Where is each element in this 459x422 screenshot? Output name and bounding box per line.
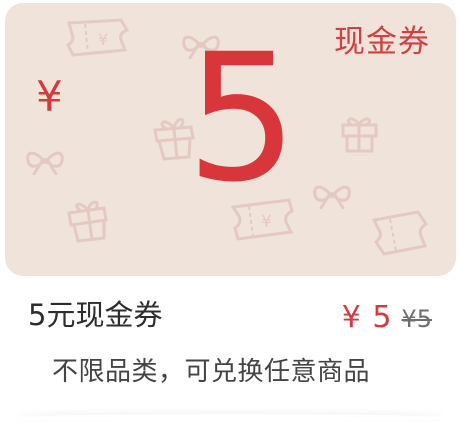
price-row: ¥ 5 ¥5 bbox=[342, 303, 432, 333]
bow-icon bbox=[26, 151, 64, 175]
currency-symbol: ¥ bbox=[36, 72, 63, 121]
card-bottom-shadow bbox=[14, 414, 445, 422]
svg-text:¥: ¥ bbox=[261, 212, 272, 232]
gift-icon bbox=[341, 117, 378, 153]
coupon-description: 不限品类，可兑换任意商品 bbox=[52, 357, 371, 387]
current-price: ¥ 5 bbox=[341, 300, 393, 335]
gift-icon bbox=[67, 200, 108, 243]
svg-text:¥: ¥ bbox=[98, 30, 108, 49]
coupon-amount: 5 bbox=[186, 16, 298, 221]
bow-icon bbox=[313, 185, 351, 209]
ticket-icon bbox=[371, 210, 429, 256]
bow-icon bbox=[182, 35, 220, 59]
ticket-icon: ¥ bbox=[66, 18, 130, 57]
gift-icon bbox=[153, 117, 195, 161]
coupon-type-label: 现金券 bbox=[334, 24, 430, 60]
ticket-icon: ¥ bbox=[230, 198, 294, 241]
coupon-hero-panel: ¥ ¥ bbox=[5, 3, 456, 276]
original-price: ¥5 bbox=[401, 305, 432, 333]
coupon-title: 5元现金券 bbox=[28, 298, 163, 332]
